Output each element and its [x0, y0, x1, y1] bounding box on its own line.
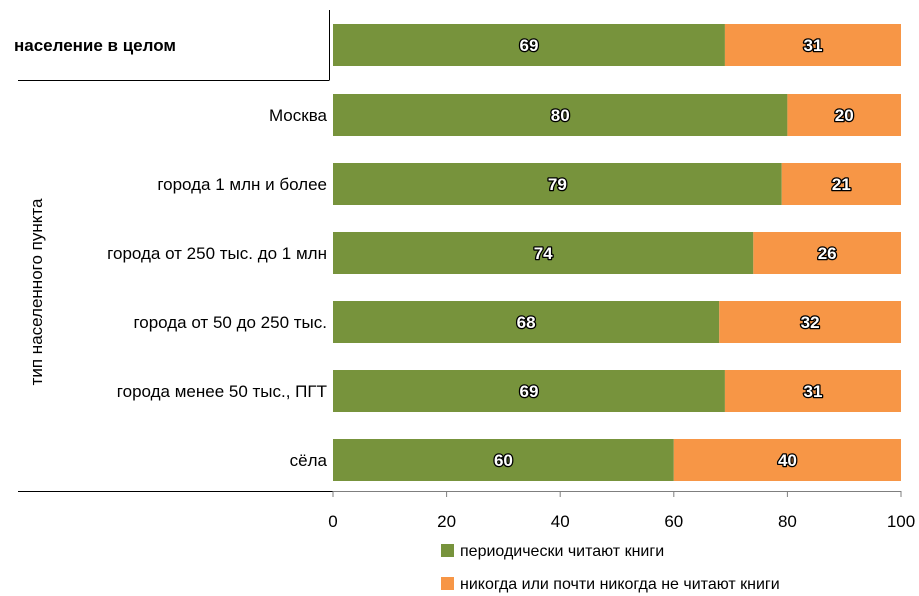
bar-not-read-6 [673, 439, 901, 481]
category-label-2: города 1 млн и более [157, 175, 327, 194]
data-label-read-0: 69 [519, 36, 538, 55]
bar-read-6 [333, 439, 674, 481]
data-label-not-read-5: 31 [803, 382, 822, 401]
data-label-read-2: 79 [548, 175, 567, 194]
data-label-not-read-2: 21 [832, 175, 851, 194]
x-tick-label-0: 0 [328, 512, 337, 531]
bar-not-read-4 [719, 301, 901, 343]
bar-read-2 [333, 163, 782, 205]
bar-not-read-3 [753, 232, 901, 274]
legend-swatch-0 [441, 544, 454, 557]
legend: периодически читают книги никогда или поч… [441, 543, 780, 593]
legend-label-0: периодически читают книги [460, 543, 664, 560]
x-tick-label-2: 40 [551, 512, 570, 531]
data-label-read-5: 69 [519, 382, 538, 401]
bar-not-read-0 [724, 24, 901, 66]
y-axis-title: тип населенного пункта [27, 198, 46, 385]
category-label-summary: население в целом [14, 36, 176, 55]
data-label-not-read-3: 26 [818, 244, 837, 263]
data-label-not-read-4: 32 [801, 313, 820, 332]
bar-read-4 [333, 301, 720, 343]
bar-read-1 [333, 94, 788, 136]
data-label-read-6: 60 [494, 451, 513, 470]
data-label-read-1: 80 [551, 106, 570, 125]
x-tick-label-3: 60 [664, 512, 683, 531]
data-label-read-3: 74 [534, 244, 553, 263]
category-label-4: города от 50 до 250 тыс. [133, 313, 327, 332]
bar-read-3 [333, 232, 754, 274]
data-label-not-read-1: 20 [835, 106, 854, 125]
x-axis: 0 20 40 60 80 100 [328, 491, 915, 531]
category-labels: население в целом Москва города 1 млн и бо… [14, 36, 328, 470]
bar-not-read-5 [724, 370, 901, 412]
data-label-not-read-0: 31 [803, 36, 822, 55]
x-tick-label-4: 80 [778, 512, 797, 531]
bars: 69 31 80 20 79 21 74 26 68 32 69 31 60 40 [333, 24, 901, 481]
category-label-6: сёла [290, 451, 328, 470]
x-tick-label-5: 100 [887, 512, 915, 531]
category-label-1: Москва [269, 106, 328, 125]
category-label-3: города от 250 тыс. до 1 млн [107, 244, 327, 263]
legend-label-1: никогда или почти никогда не читают книг… [460, 576, 780, 593]
legend-swatch-1 [441, 577, 454, 590]
table-lines [18, 10, 333, 492]
bar-not-read-1 [787, 94, 901, 136]
category-label-5: города менее 50 тыс., ПГТ [117, 382, 327, 401]
x-tick-label-1: 20 [437, 512, 456, 531]
data-label-read-4: 68 [517, 313, 536, 332]
bar-not-read-2 [781, 163, 901, 205]
data-label-not-read-6: 40 [778, 451, 797, 470]
bar-read-5 [333, 370, 725, 412]
bar-read-0 [333, 24, 725, 66]
